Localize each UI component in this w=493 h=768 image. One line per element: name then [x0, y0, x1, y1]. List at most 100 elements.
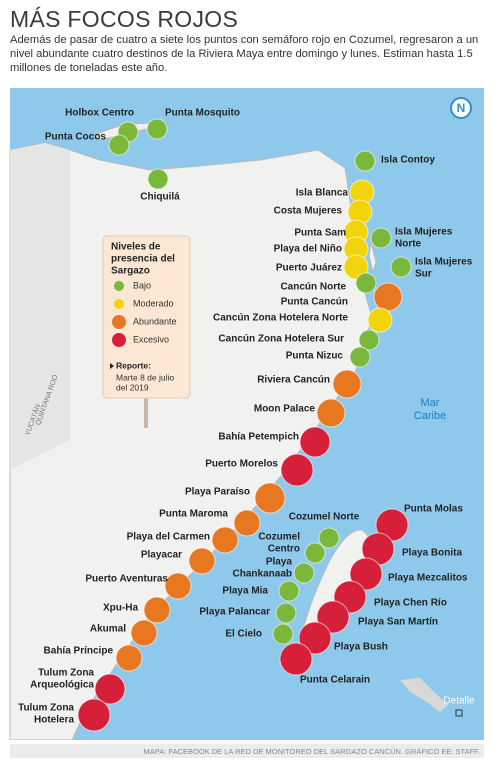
- legend-post: [144, 398, 148, 428]
- sargassum-point: [304, 542, 326, 564]
- point-label: Isla Contoy: [381, 155, 435, 166]
- point-label: Playa Bonita: [402, 548, 462, 559]
- sargassum-point: [299, 426, 331, 458]
- point-label: Playa Paraíso: [185, 487, 250, 498]
- point-label: Cancún Zona Hotelera Sur: [218, 334, 344, 345]
- point-label: Punta Maroma: [159, 509, 228, 520]
- sargassum-point: [298, 621, 332, 655]
- point-label: Punta Cancún: [281, 297, 348, 308]
- point-label: Costa Mujeres: [274, 206, 343, 217]
- point-label: Cancún Zona Hotelera Norte: [213, 313, 348, 324]
- point-label: Playa San Martín: [358, 617, 438, 628]
- point-label: Norte: [395, 239, 422, 250]
- point-label: Isla Blanca: [296, 188, 349, 199]
- legend-label: Bajo: [133, 280, 151, 290]
- point-label: Punta Cocos: [45, 132, 107, 143]
- sargassum-point: [146, 118, 168, 140]
- inset-label: Detalle: [443, 696, 475, 707]
- report-date: del 2019: [116, 382, 149, 392]
- sargassum-point: [370, 227, 392, 249]
- point-label: El Cielo: [225, 629, 262, 640]
- point-label: Riviera Cancún: [257, 375, 330, 386]
- sargassum-point: [367, 307, 393, 333]
- sargassum-point: [316, 398, 346, 428]
- sea-label: Caribe: [414, 410, 446, 422]
- point-label: Punta Celarain: [300, 675, 370, 686]
- sargassum-point: [108, 134, 130, 156]
- point-label: Playa del Niño: [274, 244, 342, 255]
- point-label: Punta Mosquito: [165, 108, 240, 119]
- sargassum-point: [164, 572, 192, 600]
- point-label: Cozumel Norte: [289, 512, 360, 523]
- point-label: Playa Mezcalitos: [388, 573, 468, 584]
- legend: [102, 235, 191, 399]
- point-label: Playacar: [141, 550, 182, 561]
- title: MÁS FOCOS ROJOS: [10, 6, 239, 32]
- point-label: Tulum Zona: [18, 703, 74, 714]
- point-label: Punta Molas: [404, 504, 463, 515]
- inset-mexico: [400, 678, 448, 712]
- sea-label: Mar: [421, 397, 440, 409]
- point-label: Holbox Centro: [65, 108, 134, 119]
- point-label: Playa Bush: [334, 642, 388, 653]
- point-label: Akumal: [90, 624, 126, 635]
- point-label: Hotelera: [34, 715, 74, 726]
- legend-swatch: [112, 333, 126, 347]
- legend-label: Excesivo: [133, 334, 169, 344]
- sargassum-point: [115, 644, 143, 672]
- sargassum-point: [188, 547, 216, 575]
- point-label: Xpu-Ha: [103, 603, 138, 614]
- compass: [450, 97, 472, 119]
- land-shade: [10, 143, 70, 470]
- point-label: Arqueológica: [30, 680, 94, 691]
- sargassum-point: [332, 369, 362, 399]
- sargassum-point: [77, 698, 111, 732]
- point-label: Cozumel: [258, 532, 300, 543]
- point-label: Isla Mujeres: [395, 227, 453, 238]
- sargassum-point: [94, 673, 126, 705]
- point-label: Playa Chen Río: [374, 598, 447, 609]
- sargassum-point: [233, 509, 261, 537]
- sargassum-point: [390, 256, 412, 278]
- report-date: Marte 8 de julio: [116, 372, 174, 382]
- legend-title: presencia del: [111, 254, 175, 265]
- legend-label: Moderado: [133, 298, 174, 308]
- point-label: Tulum Zona: [38, 668, 94, 679]
- point-label: Sur: [415, 269, 432, 280]
- sargassum-point: [130, 619, 158, 647]
- sargassum-point: [354, 150, 376, 172]
- sargassum-point: [318, 527, 340, 549]
- credit: MAPA: FACEBOOK DE LA RED DE MONITOREO DE…: [144, 747, 480, 756]
- sargassum-point: [147, 168, 169, 190]
- inset-box: [455, 709, 463, 717]
- point-label: Playa: [266, 557, 293, 568]
- point-label: Bahía Príncipe: [44, 646, 114, 657]
- sargassum-point: [349, 557, 383, 591]
- compass-label: N: [457, 101, 466, 115]
- point-label: Chiquilá: [140, 192, 180, 203]
- sargassum-point: [355, 272, 377, 294]
- point-label: Chankanaab: [233, 569, 292, 580]
- point-label: Puerto Morelos: [205, 459, 278, 470]
- point-label: Playa Palancar: [199, 607, 270, 618]
- legend-label: Abundante: [133, 316, 177, 326]
- subtitle: Además de pasar de cuatro a siete los pu…: [10, 34, 479, 74]
- point-label: Playa del Carmen: [127, 532, 210, 543]
- sargassum-point: [358, 329, 380, 351]
- point-label: Puerto Juárez: [276, 263, 342, 274]
- legend-swatch: [114, 299, 124, 309]
- sargassum-point: [254, 482, 286, 514]
- report-marker: [110, 363, 114, 369]
- sargassum-point: [279, 642, 313, 676]
- sargassum-point: [349, 346, 371, 368]
- report-label: Reporte:: [116, 360, 151, 370]
- sargassum-point: [143, 596, 171, 624]
- point-label: Isla Mujeres: [415, 257, 473, 268]
- sargassum-point: [343, 254, 369, 280]
- sargassum-point: [275, 602, 297, 624]
- sargassum-point: [211, 526, 239, 554]
- sargassum-point: [293, 562, 315, 584]
- point-label: Centro: [268, 544, 300, 555]
